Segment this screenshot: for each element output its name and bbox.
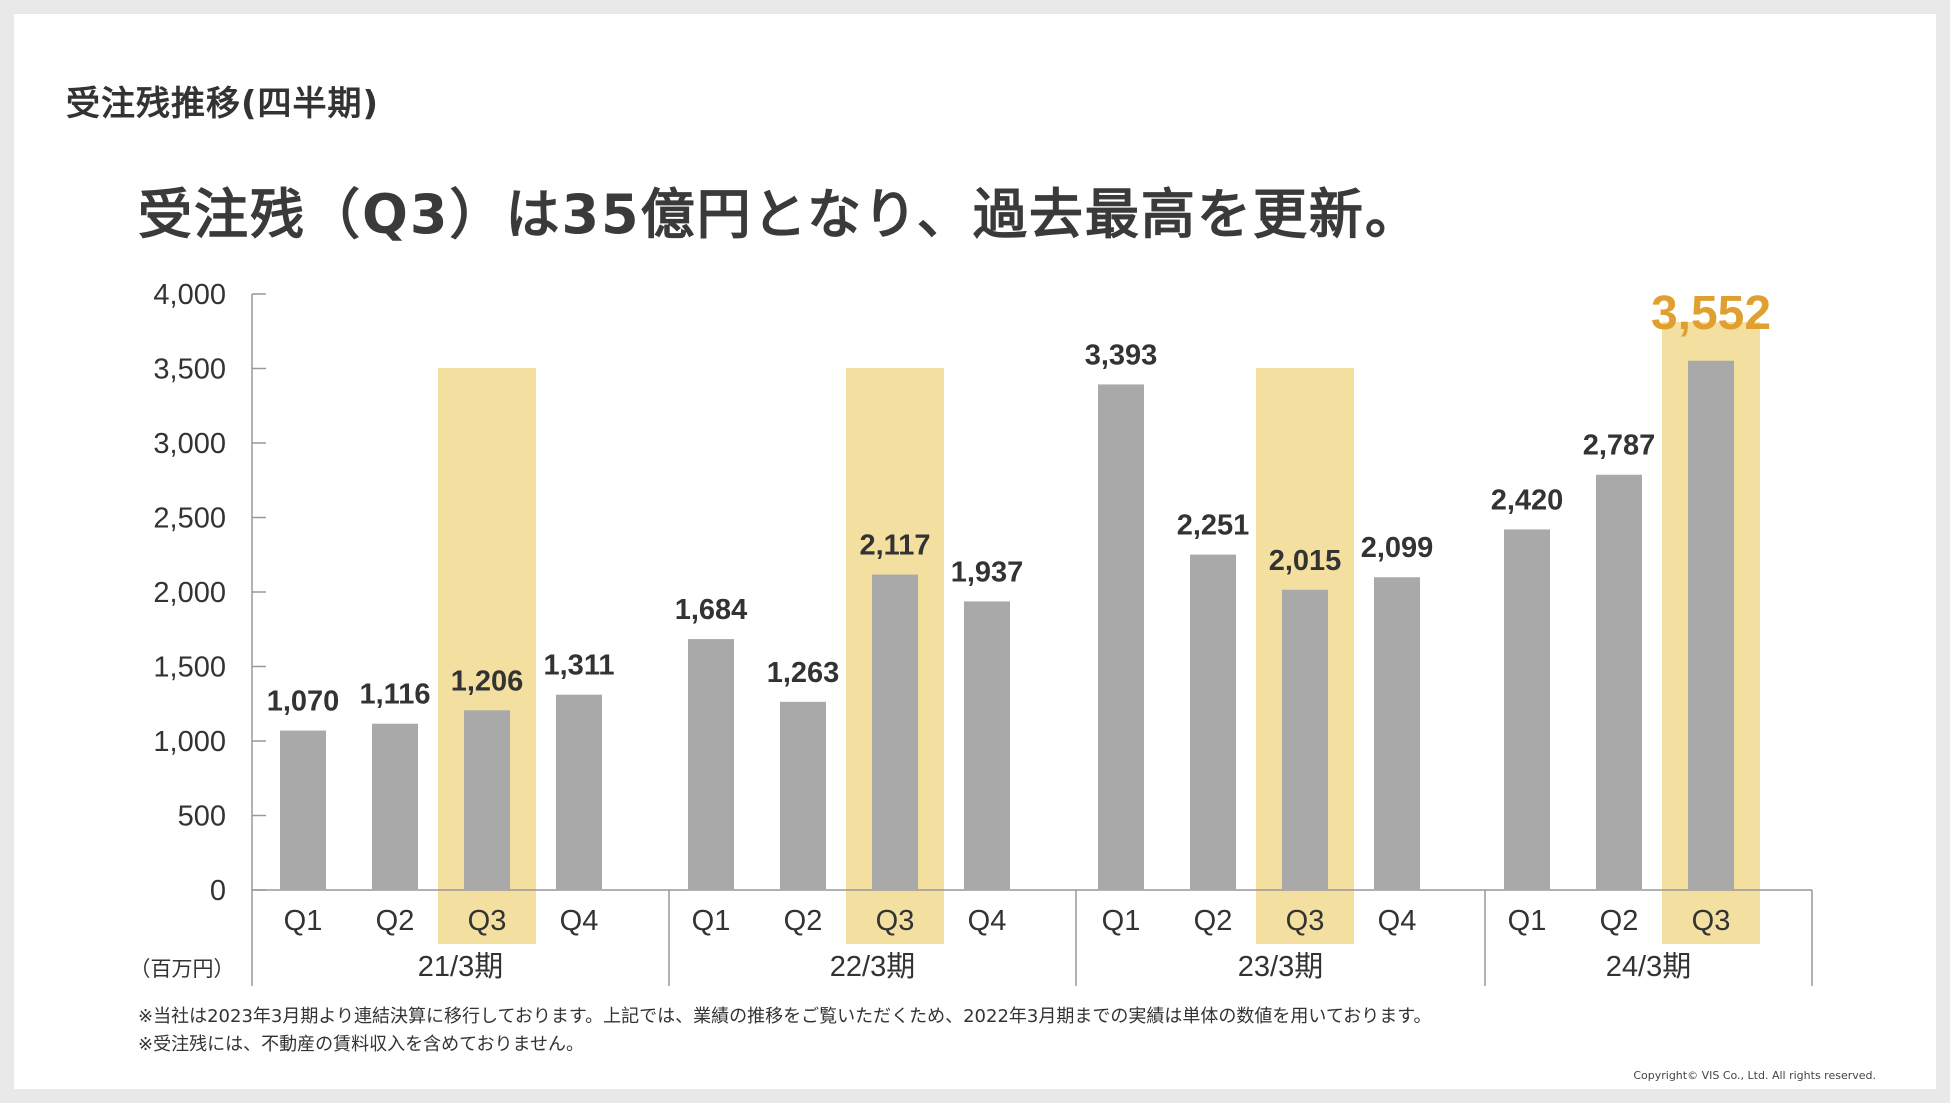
quarter-label: Q4	[1378, 905, 1417, 937]
quarter-label: Q2	[1194, 905, 1233, 937]
quarter-label: Q2	[1600, 905, 1639, 937]
bar-21/3期-Q2	[372, 723, 418, 890]
fiscal-year-label: 23/3期	[1238, 951, 1323, 983]
value-label-23/3期-Q1: 3,393	[1085, 339, 1158, 371]
y-tick-label: 1,500	[153, 652, 226, 684]
bar-21/3期-Q4	[556, 694, 602, 890]
bar-21/3期-Q1	[280, 730, 326, 890]
value-label-22/3期-Q1: 1,684	[675, 594, 748, 626]
quarter-label: Q3	[468, 905, 507, 937]
quarter-label: Q4	[968, 905, 1007, 937]
fiscal-year-label: 24/3期	[1606, 951, 1691, 983]
quarter-label: Q1	[1102, 905, 1141, 937]
quarter-label: Q3	[1286, 905, 1325, 937]
bar-22/3期-Q2	[780, 701, 826, 890]
value-label-24/3期-Q2: 2,787	[1583, 430, 1656, 462]
slide: 受注残推移(四半期) 受注残（Q3）は35億円となり、過去最高を更新。 0 500…	[14, 14, 1936, 1089]
bar-22/3期-Q1	[688, 639, 734, 890]
bar-24/3期-Q2	[1596, 474, 1642, 890]
value-label-21/3期-Q4: 1,311	[544, 650, 615, 682]
bar-22/3期-Q4	[964, 601, 1010, 890]
y-tick-label: 1,000	[153, 726, 226, 758]
quarter-label: Q2	[784, 905, 823, 937]
y-tick-label: 2,500	[153, 503, 226, 535]
y-tick-label: 0	[210, 875, 226, 907]
y-unit-label: （百万円）	[130, 958, 235, 981]
fiscal-year-label: 22/3期	[830, 951, 915, 983]
quarter-label: Q3	[876, 905, 915, 937]
bar-24/3期-Q3	[1688, 360, 1734, 890]
fiscal-year-label: 21/3期	[418, 951, 503, 983]
value-label-21/3期-Q3: 1,206	[451, 665, 524, 697]
order-backlog-chart: 0 500 1,000 1,500 2,000 2,500 3,000 3,500 4,000 （…	[130, 279, 1813, 986]
value-label-23/3期-Q3: 2,015	[1269, 545, 1342, 577]
y-tick-label: 3,500	[153, 354, 226, 386]
bar-23/3期-Q3	[1282, 589, 1328, 890]
bar-21/3期-Q3	[464, 710, 510, 890]
y-tick-label: 500	[178, 801, 226, 833]
bar-24/3期-Q1	[1504, 529, 1550, 890]
section-title: 受注残推移(四半期)	[66, 84, 380, 124]
copyright: Copyright© VIS Co., Ltd. All rights rese…	[1633, 1069, 1876, 1082]
quarter-label: Q1	[692, 905, 731, 937]
quarter-label: Q2	[376, 905, 415, 937]
value-label-21/3期-Q1: 1,070	[267, 686, 340, 718]
bar-23/3期-Q4	[1374, 577, 1420, 890]
bar-22/3期-Q3	[872, 574, 918, 890]
quarter-label: Q4	[560, 905, 599, 937]
bar-23/3期-Q1	[1098, 384, 1144, 890]
quarter-label: Q1	[1508, 905, 1547, 937]
y-tick-label: 3,000	[153, 428, 226, 460]
value-label-24/3期-Q1: 2,420	[1491, 484, 1564, 516]
bar-23/3期-Q2	[1190, 554, 1236, 890]
footnote-consolidation: ※当社は2023年3月期より連結決算に移行しております。上記では、業績の推移をご…	[138, 1006, 1432, 1027]
value-label-23/3期-Q2: 2,251	[1177, 510, 1250, 542]
y-tick-label: 4,000	[153, 279, 226, 311]
y-tick-label: 2,000	[153, 577, 226, 609]
footnote-rental-income: ※受注残には、不動産の賃料収入を含めておりません。	[138, 1034, 584, 1055]
value-label-23/3期-Q4: 2,099	[1361, 532, 1434, 564]
quarter-label: Q1	[284, 905, 323, 937]
headline: 受注残（Q3）は35億円となり、過去最高を更新。	[138, 183, 1421, 246]
quarter-label: Q3	[1692, 905, 1731, 937]
value-label-21/3期-Q2: 1,116	[360, 679, 431, 711]
value-label-22/3期-Q2: 1,263	[767, 657, 840, 689]
value-label-22/3期-Q4: 1,937	[951, 556, 1024, 588]
value-label-24/3期-Q3: 3,552	[1651, 287, 1771, 340]
value-label-22/3期-Q3: 2,117	[860, 530, 931, 562]
